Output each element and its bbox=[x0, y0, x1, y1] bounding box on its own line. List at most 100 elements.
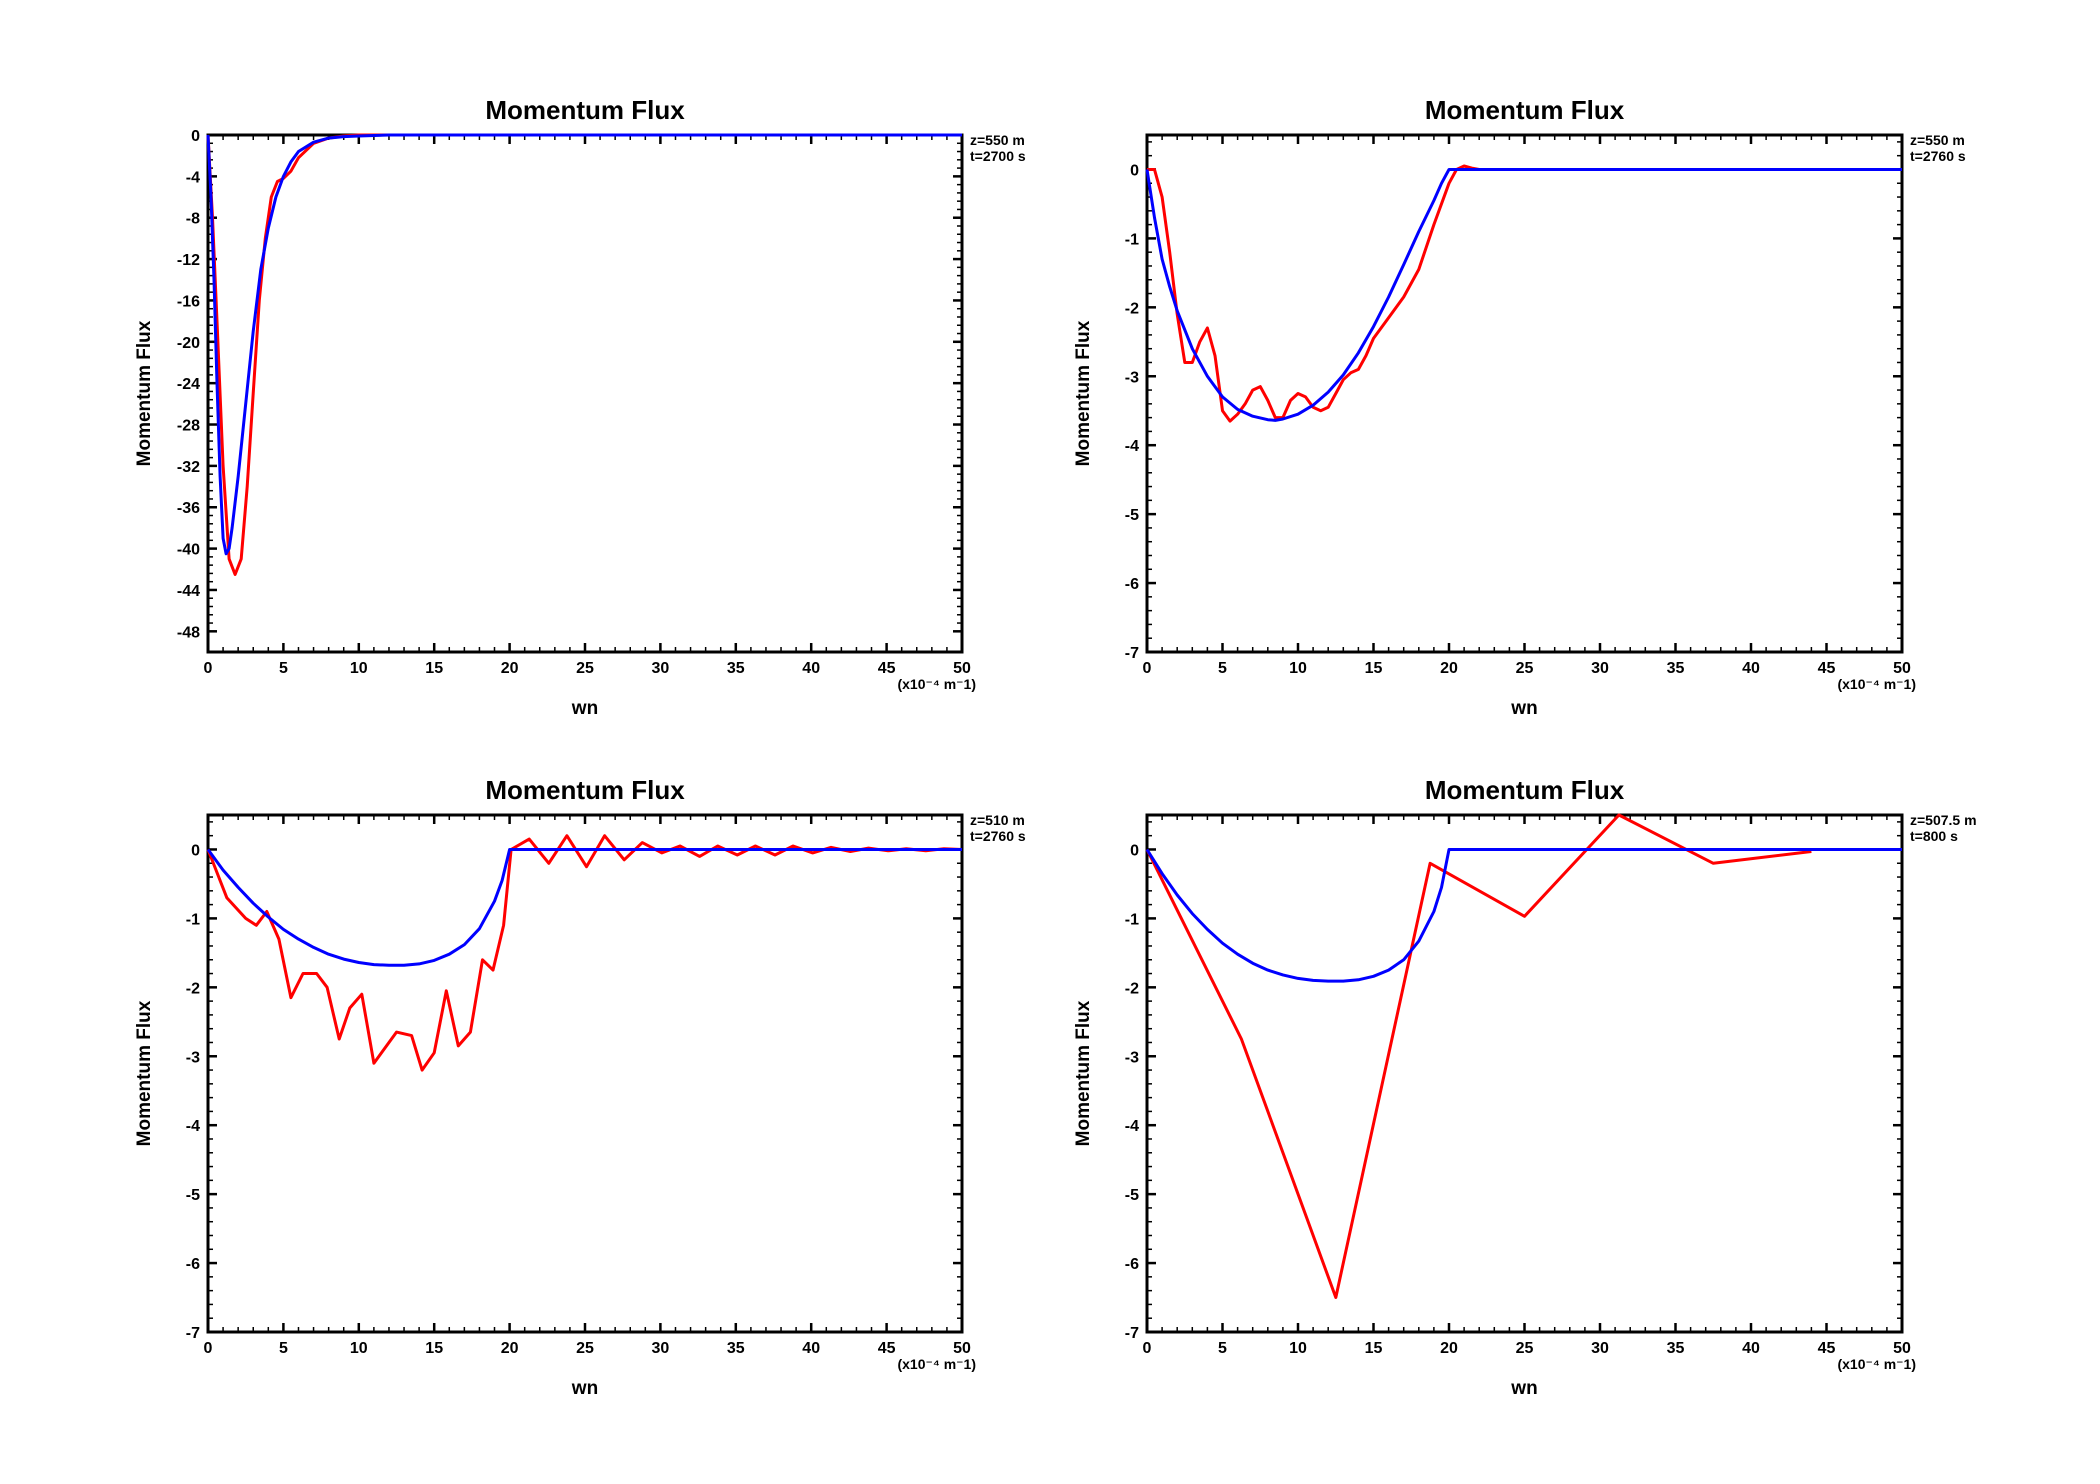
x-unit-label: (x10⁻⁴ m⁻1) bbox=[897, 1356, 976, 1372]
series-line-blue bbox=[1145, 168, 1902, 422]
series-line-blue bbox=[206, 133, 962, 556]
x-tick-label: 30 bbox=[652, 1340, 670, 1357]
x-tick-label: 35 bbox=[727, 660, 745, 677]
y-tick-label: 0 bbox=[191, 128, 200, 145]
y-tick-label: -48 bbox=[177, 624, 200, 641]
y-tick-label: -4 bbox=[186, 169, 200, 186]
y-tick-label: 0 bbox=[1130, 842, 1139, 859]
annotation-t: t=800 s bbox=[1910, 828, 1958, 844]
y-tick-label: -5 bbox=[1125, 1187, 1139, 1204]
y-tick-label: -36 bbox=[177, 500, 200, 517]
x-tick-label: 45 bbox=[878, 660, 896, 677]
series-line-blue bbox=[206, 848, 962, 967]
x-tick-label: 50 bbox=[1893, 660, 1911, 677]
x-tick-label: 25 bbox=[576, 1340, 594, 1357]
y-axis-label: Momentum Flux bbox=[134, 320, 155, 466]
x-axis-label: wn bbox=[1510, 1378, 1537, 1399]
x-tick-label: 20 bbox=[1440, 660, 1458, 677]
y-tick-label: -20 bbox=[177, 335, 200, 352]
y-tick-label: -1 bbox=[1125, 231, 1139, 248]
x-tick-label: 45 bbox=[878, 1340, 896, 1357]
y-tick-label: -6 bbox=[1125, 576, 1139, 593]
series-line-red bbox=[206, 834, 963, 1072]
x-tick-label: 15 bbox=[1365, 1340, 1383, 1357]
x-axis-label: wn bbox=[571, 1378, 598, 1399]
x-tick-label: 35 bbox=[1667, 660, 1685, 677]
x-tick-label: 35 bbox=[1667, 1340, 1685, 1357]
x-tick-label: 15 bbox=[425, 660, 443, 677]
x-tick-label: 40 bbox=[802, 1340, 820, 1357]
y-tick-label: -32 bbox=[177, 459, 200, 476]
x-tick-label: 30 bbox=[652, 660, 670, 677]
plot-frame bbox=[1145, 813, 1904, 1334]
x-tick-label: 10 bbox=[350, 660, 368, 677]
x-tick-label: 15 bbox=[1365, 660, 1383, 677]
x-tick-label: 20 bbox=[501, 1340, 519, 1357]
x-tick-label: 50 bbox=[953, 1340, 971, 1357]
y-tick-label: -44 bbox=[177, 583, 200, 600]
x-tick-label: 40 bbox=[802, 660, 820, 677]
y-tick-label: -5 bbox=[1125, 507, 1139, 524]
y-tick-label: -4 bbox=[186, 1118, 200, 1135]
plot-frame bbox=[206, 813, 964, 1334]
annotation-z: z=507.5 m bbox=[1910, 812, 1977, 828]
y-tick-label: -16 bbox=[177, 293, 200, 310]
x-tick-label: 40 bbox=[1742, 1340, 1760, 1357]
series-line-red bbox=[1145, 813, 1812, 1299]
x-tick-label: 5 bbox=[1218, 660, 1227, 677]
x-unit-label: (x10⁻⁴ m⁻1) bbox=[897, 676, 976, 692]
x-tick-label: 20 bbox=[1440, 1340, 1458, 1357]
annotation-t: t=2760 s bbox=[1910, 148, 1966, 164]
y-tick-label: -1 bbox=[1125, 911, 1139, 928]
x-tick-label: 5 bbox=[1218, 1340, 1227, 1357]
y-tick-label: -5 bbox=[186, 1187, 200, 1204]
y-tick-label: -8 bbox=[186, 211, 200, 228]
chart-panel-1: 0 5 10 15 20 25 30 35 40 45 50 0 -4 -8 -12 -16 -20 -24 -28… bbox=[134, 95, 1026, 719]
y-tick-label: -6 bbox=[186, 1256, 200, 1273]
x-tick-label: 20 bbox=[501, 660, 519, 677]
chart-title: Momentum Flux bbox=[485, 95, 685, 125]
y-tick-label: -7 bbox=[1125, 645, 1139, 662]
y-axis-label: Momentum Flux bbox=[1073, 1000, 1094, 1146]
x-tick-label: 0 bbox=[204, 660, 213, 677]
y-tick-label: -7 bbox=[1125, 1325, 1139, 1342]
x-tick-label: 5 bbox=[279, 660, 288, 677]
y-tick-label: -2 bbox=[1125, 980, 1139, 997]
chart-title: Momentum Flux bbox=[1425, 775, 1625, 805]
annotation-z: z=550 m bbox=[970, 132, 1025, 148]
y-tick-label: -3 bbox=[186, 1049, 200, 1066]
x-tick-label: 35 bbox=[727, 1340, 745, 1357]
chart-title: Momentum Flux bbox=[1425, 95, 1625, 125]
chart-panel-2: 0 5 10 15 20 25 30 35 40 45 50 0 -1 -2 -3 -4 -5 -6 -7 Momen… bbox=[1073, 95, 1966, 719]
y-tick-label: -2 bbox=[186, 980, 200, 997]
x-axis-label: wn bbox=[571, 698, 598, 719]
series-line-red bbox=[1147, 164, 1676, 423]
plot-frame bbox=[206, 133, 964, 654]
x-axis-label: wn bbox=[1510, 698, 1537, 719]
chart-panel-3: 0 5 10 15 20 25 30 35 40 45 50 0 -1 -2 -3 -4 -5 -6 -7 Momen… bbox=[134, 775, 1026, 1399]
x-tick-label: 40 bbox=[1742, 660, 1760, 677]
series-line-red bbox=[206, 133, 962, 576]
y-tick-label: -12 bbox=[177, 252, 200, 269]
x-tick-label: 25 bbox=[1516, 1340, 1534, 1357]
x-unit-label: (x10⁻⁴ m⁻1) bbox=[1837, 1356, 1916, 1372]
x-tick-label: 30 bbox=[1591, 1340, 1609, 1357]
annotation-t: t=2700 s bbox=[970, 148, 1026, 164]
x-tick-label: 45 bbox=[1818, 1340, 1836, 1357]
x-tick-label: 10 bbox=[1289, 660, 1307, 677]
y-tick-label: -3 bbox=[1125, 369, 1139, 386]
y-tick-label: -7 bbox=[186, 1325, 200, 1342]
annotation-z: z=550 m bbox=[1910, 132, 1965, 148]
x-tick-label: 15 bbox=[425, 1340, 443, 1357]
x-unit-label: (x10⁻⁴ m⁻1) bbox=[1837, 676, 1916, 692]
x-tick-label: 25 bbox=[1516, 660, 1534, 677]
plot-frame bbox=[1145, 133, 1904, 654]
y-axis-label: Momentum Flux bbox=[134, 1000, 155, 1146]
y-tick-label: 0 bbox=[191, 842, 200, 859]
chart-panel-4: 0 5 10 15 20 25 30 35 40 45 50 0 -1 -2 -3 -4 -5 -6 -7 Momen… bbox=[1073, 775, 1977, 1399]
y-tick-label: -24 bbox=[177, 376, 200, 393]
y-tick-label: -3 bbox=[1125, 1049, 1139, 1066]
y-axis-label: Momentum Flux bbox=[1073, 320, 1094, 466]
x-tick-label: 10 bbox=[1289, 1340, 1307, 1357]
